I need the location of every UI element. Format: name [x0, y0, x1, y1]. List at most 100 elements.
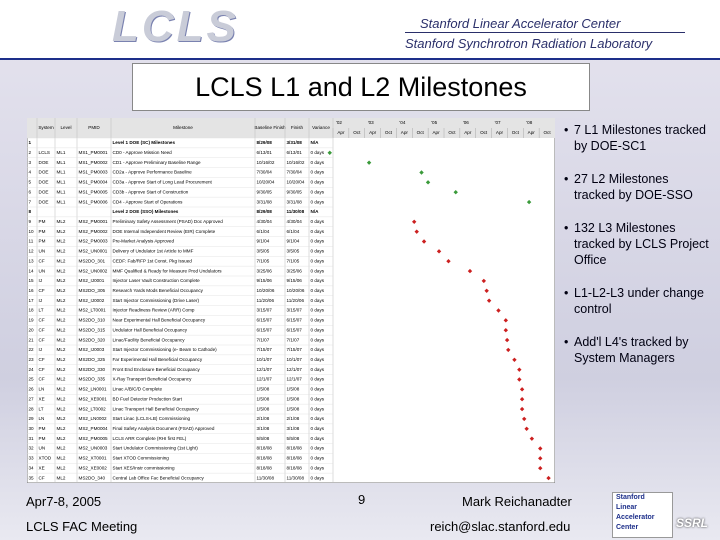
cell: 8 — [29, 209, 32, 214]
cell: LN — [39, 387, 45, 392]
year-label: '04 — [399, 120, 405, 125]
cell: PM — [39, 229, 46, 234]
half-label: Apr — [464, 130, 472, 135]
cell: 11/30/08 — [287, 209, 305, 214]
milestone-diamond — [484, 288, 489, 293]
cell: 1 — [29, 140, 32, 145]
cell: 4 — [29, 170, 32, 175]
milestone-diamond — [467, 268, 473, 274]
column-header: Level — [61, 125, 72, 130]
cell: 6/1/04 — [287, 229, 300, 234]
cell: Level 1 DOE (SC) Milestones — [113, 140, 176, 145]
milestone-diamond — [529, 436, 535, 441]
cell: MS2_PM0003 — [79, 239, 109, 244]
cell: 1/5/08 — [257, 396, 270, 401]
milestone-diamond — [366, 160, 372, 165]
cell: MS2_LN0001 — [79, 387, 108, 392]
year-label: '03 — [368, 120, 374, 125]
cell: ML2 — [57, 268, 66, 273]
cell: Linac A/B/C/D Complete — [113, 387, 163, 392]
half-label: Apr — [401, 130, 409, 135]
cell: LCLS — [39, 150, 51, 155]
cell: ML2 — [57, 308, 66, 313]
cell: 10/20/06 — [287, 288, 305, 293]
cell: 0 days — [311, 337, 325, 342]
cell: Start Undulator Commissioning (1st Light… — [113, 446, 199, 451]
cell: ML2 — [57, 318, 66, 323]
cell: 2/1/08 — [257, 416, 270, 421]
cell: 14 — [29, 268, 35, 273]
cell: UN — [39, 268, 46, 273]
cell: ML2 — [57, 446, 66, 451]
column-header: Baseline Finish — [254, 125, 286, 130]
cell: CF — [39, 288, 45, 293]
cell: Injector Laser Vault Construction Comple… — [113, 278, 201, 283]
cell: 8/18/08 — [257, 465, 273, 470]
cell: 10/16/02 — [257, 160, 275, 165]
half-label: Oct — [512, 130, 520, 135]
cell: 12/1/07 — [287, 367, 303, 372]
cell: 11 — [29, 239, 34, 244]
cell: Injector Readiness Review (ARR) Comp — [113, 308, 195, 313]
cell: CF — [39, 327, 45, 332]
org-name: Stanford Linear Accelerator Center — [420, 16, 621, 31]
cell: 0 days — [311, 219, 325, 224]
bullet-dot: • — [564, 221, 569, 235]
org-name: Stanford Synchrotron Radiation Laborator… — [405, 36, 653, 51]
half-label: Oct — [480, 130, 488, 135]
cell: 6/15/07 — [287, 318, 303, 323]
bullet-dot: • — [564, 335, 569, 349]
cell: Front End Enclosure Beneficial Occupancy — [113, 367, 201, 372]
page-number: 9 — [358, 492, 366, 507]
cell: ML2 — [57, 367, 66, 372]
cell: 6/1/04 — [257, 229, 270, 234]
cell: 0 days — [311, 475, 325, 480]
cell: CF — [39, 337, 45, 342]
bullet: • 27 L2 Milestones tracked by DOE-SSO — [560, 171, 710, 203]
cell: ML2 — [57, 219, 66, 224]
cell: 0 days — [311, 465, 325, 470]
cell: 7/1/07 — [287, 337, 300, 342]
cell: IJ — [39, 347, 43, 352]
cell: 3/25/06 — [257, 268, 273, 273]
cell: MS2_PM0005 — [79, 436, 109, 441]
cell: Start XES/Instr commissioning — [113, 465, 175, 470]
cell: 3/25/06 — [287, 268, 303, 273]
cell: 0 days — [311, 426, 325, 431]
cell: MS2_UN0002 — [79, 268, 108, 273]
cell: MS2DO_301 — [79, 258, 106, 263]
cell: 0 days — [311, 170, 325, 175]
cell: 10/1/07 — [257, 357, 273, 362]
cell: 0 days — [311, 150, 325, 155]
cell: 29 — [29, 416, 35, 421]
slide-title: LCLS L1 and L2 Milestones — [132, 63, 590, 111]
cell: Start Linac (LCLS-LB) Commissioning — [113, 416, 191, 421]
half-label: Apr — [369, 130, 377, 135]
half-label: Apr — [337, 130, 345, 135]
cell: 9/15/06 — [257, 278, 273, 283]
cell: IJ — [39, 298, 43, 303]
table-bg — [27, 118, 555, 483]
column-header: Variance — [312, 125, 330, 130]
cell: 3/31/08 — [287, 199, 303, 204]
cell: Delivery of Undulator 1st Article to MMF — [113, 249, 194, 254]
cell: 11/30/08 — [257, 475, 275, 480]
milestone-diamond — [506, 347, 511, 353]
cell: ML1 — [57, 170, 66, 175]
cell: 0 days — [311, 347, 325, 352]
cell: MMF Qualified & Ready for Measure Prod U… — [113, 268, 223, 273]
cell: 9/30/05 — [257, 189, 273, 194]
milestone-diamond — [481, 278, 487, 284]
cell: 17 — [29, 298, 35, 303]
cell: Far Experimental Hall Beneficial Occupan… — [113, 357, 203, 362]
bullet-text: 7 L1 Milestones tracked by DOE-SC1 — [574, 123, 707, 153]
cell: Near Experimental Hall Beneficial Occupa… — [113, 318, 206, 323]
milestone-diamond — [546, 475, 551, 481]
cell: Research Yards Mods Beneficial Occupancy — [113, 288, 204, 293]
cell: MS1_PM0005 — [79, 189, 109, 194]
cell: MS2DO_320 — [79, 337, 106, 342]
bullet: • 7 L1 Milestones tracked by DOE-SC1 — [560, 122, 710, 154]
cell: 12/1/07 — [287, 377, 303, 382]
cell: ML2 — [57, 327, 66, 332]
